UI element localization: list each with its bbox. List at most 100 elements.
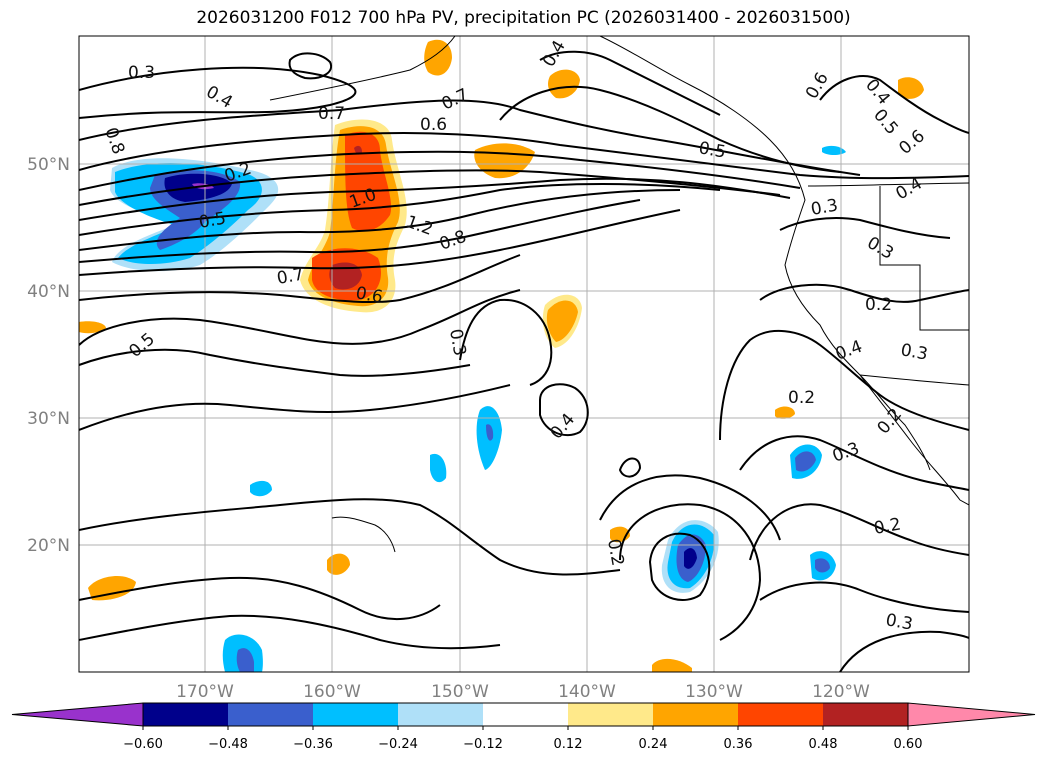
precip-pos-s1 — [327, 553, 350, 575]
colorbar-cell — [823, 703, 908, 726]
colorbar-tick-label: 0.36 — [724, 737, 753, 752]
map-frame — [78, 35, 970, 673]
precip-pos-c-red — [345, 131, 392, 232]
colorbar-tick-label: −0.24 — [378, 737, 418, 752]
contour-label: 0.4 — [833, 337, 865, 365]
contour-label: 0.4 — [861, 75, 894, 109]
contour-label: 0.4 — [547, 410, 580, 444]
lat-label-30n: 30°N — [27, 409, 70, 429]
contour-label: 0.7 — [275, 265, 305, 289]
precip-neg-se-core — [684, 548, 697, 569]
colorbar: −0.60 −0.48 −0.36 −0.24 −0.12 0.12 0.24 0.36 0.4… — [11, 702, 1036, 752]
colorbar-cell — [143, 703, 228, 726]
colorbar-cell — [228, 703, 313, 726]
precip-pos-c3 — [546, 300, 578, 342]
contour-label: 0.6 — [354, 283, 384, 307]
precip-neg-e1-dark — [795, 451, 816, 472]
contour-label: 0.3 — [884, 610, 914, 634]
precip-neg-c2 — [430, 453, 447, 483]
latitude-labels: 50°N 40°N 30°N 20°N — [27, 155, 70, 556]
colorbar-border — [142, 702, 909, 727]
lon-label-150w: 150°W — [431, 682, 489, 702]
contour-label: 0.3 — [128, 63, 155, 83]
contour-label: 0.3 — [830, 439, 862, 467]
coast-north-america — [599, 36, 969, 506]
coast-hawaii — [331, 516, 396, 553]
contour-label: 0.3 — [899, 340, 929, 364]
colorbar-tick-label: −0.48 — [208, 737, 248, 752]
lon-label-170w: 170°W — [176, 682, 234, 702]
contour-label: 0.2 — [872, 515, 902, 539]
lon-label-120w: 120°W — [812, 682, 870, 702]
contour-label: 1.2 — [403, 212, 435, 240]
map-title: 2026031200 F012 700 hPa PV, precipitatio… — [196, 8, 851, 28]
coast-baja — [859, 374, 931, 471]
precip-neg-w2 — [250, 480, 272, 497]
colorbar-cell — [738, 703, 823, 726]
precip-pos-n2 — [548, 69, 580, 99]
precip-pos-sw — [88, 576, 136, 601]
pv-contours — [79, 50, 969, 672]
precip-neg-c1-core — [486, 424, 494, 441]
precip-pos-s3 — [652, 658, 692, 672]
contour-label: 0.3 — [445, 327, 469, 357]
contour-label: 0.3 — [864, 233, 897, 264]
lon-label-140w: 140°W — [558, 682, 616, 702]
contour-label: 0.2 — [874, 405, 907, 439]
lon-label-160w: 160°W — [303, 682, 361, 702]
contour-label: 0.2 — [865, 295, 892, 315]
precip-pos-e1 — [775, 406, 795, 419]
colorbar-extend-high — [907, 702, 1036, 727]
contour-label: 0.4 — [203, 82, 236, 113]
precip-pos-ne — [898, 77, 924, 99]
contour-label: 0.7 — [318, 104, 345, 124]
contour-label: 0.3 — [809, 196, 839, 220]
precip-pos-c-core2 — [354, 145, 362, 155]
contour-label: 0.5 — [197, 209, 227, 233]
precip-pos-w — [79, 321, 106, 334]
colorbar-ticks: −0.60 −0.48 −0.36 −0.24 −0.12 0.12 0.24 0.36 0.4… — [123, 726, 922, 752]
colorbar-tick-label: −0.12 — [463, 737, 503, 752]
precip-neg-s1-dark — [236, 648, 254, 672]
contour-label: 0.4 — [539, 37, 570, 70]
border-us-mexico — [859, 374, 969, 386]
colorbar-cell — [653, 703, 738, 726]
contour-label: 0.8 — [437, 227, 469, 255]
precip-pos-n1 — [424, 39, 452, 76]
longitude-labels: 170°W 160°W 150°W 140°W 130°W 120°W — [176, 682, 870, 702]
colorbar-tick-label: 0.12 — [554, 737, 583, 752]
colorbar-cell — [398, 703, 483, 726]
colorbar-cell — [568, 703, 653, 726]
colorbar-tick-label: −0.60 — [123, 737, 163, 752]
precip-neg-e2-dark — [815, 558, 830, 573]
colorbar-tick-label: 0.60 — [894, 737, 923, 752]
contour-label: 0.6 — [802, 69, 833, 102]
lat-label-50n: 50°N — [27, 155, 70, 175]
border-state — [879, 186, 969, 331]
colorbar-tick-label: 0.48 — [809, 737, 838, 752]
contour-label: 0.2 — [603, 537, 627, 567]
colorbar-tick-label: −0.36 — [293, 737, 333, 752]
precip-shading — [79, 39, 924, 672]
precip-neg-ne — [822, 145, 846, 155]
contour-label: 0.6 — [895, 126, 929, 159]
coast-alaska — [269, 36, 456, 101]
border-us-canada — [807, 182, 969, 187]
contour-label: 0.5 — [697, 138, 727, 162]
contour-label: 0.6 — [420, 115, 447, 135]
contour-label: 0.7 — [439, 85, 472, 115]
lat-label-20n: 20°N — [27, 536, 70, 556]
gridlines — [79, 36, 969, 672]
lon-label-130w: 130°W — [685, 682, 743, 702]
colorbar-cell — [483, 703, 568, 726]
precip-pos-n3 — [474, 143, 535, 179]
colorbar-tick-label: 0.24 — [639, 737, 668, 752]
lat-label-40n: 40°N — [27, 282, 70, 302]
contour-label: 0.5 — [869, 105, 902, 139]
colorbar-cell — [313, 703, 398, 726]
contour-label: 0.5 — [125, 329, 159, 362]
colorbar-extend-low — [11, 702, 144, 727]
coastlines — [269, 36, 969, 553]
contour-label: 0.2 — [788, 388, 815, 408]
colorbar-cells — [11, 702, 1036, 727]
